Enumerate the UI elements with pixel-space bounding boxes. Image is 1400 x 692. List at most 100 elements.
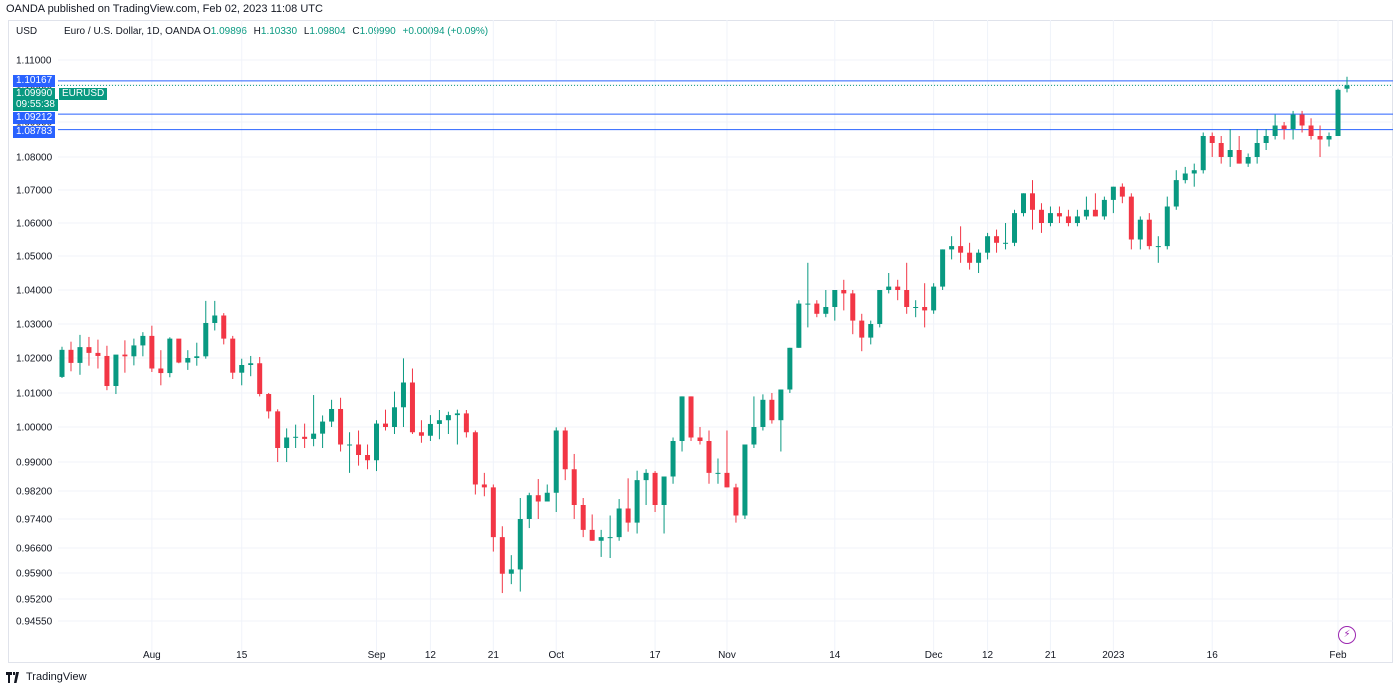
candle-body bbox=[185, 358, 191, 363]
candle-body bbox=[302, 436, 308, 439]
candle-body bbox=[553, 430, 559, 493]
x-tick-label: 15 bbox=[236, 650, 248, 661]
candle-body bbox=[1200, 136, 1206, 171]
candle-body bbox=[445, 415, 451, 421]
candle-body bbox=[1272, 125, 1278, 136]
low-value: 1.09804 bbox=[309, 26, 346, 37]
candle-body bbox=[436, 420, 442, 424]
candle-body bbox=[1191, 170, 1197, 174]
y-tick-label: 1.03000 bbox=[16, 320, 53, 331]
candle-body bbox=[1326, 136, 1332, 140]
candle-body bbox=[320, 421, 326, 434]
candle-body bbox=[374, 423, 380, 461]
y-tick-label: 1.01000 bbox=[16, 389, 53, 400]
y-tick-label: 1.02000 bbox=[16, 354, 53, 365]
candle-body bbox=[1209, 136, 1215, 143]
symbol-tag: EURUSD bbox=[59, 88, 108, 100]
candle-body bbox=[1065, 216, 1071, 223]
candle-body bbox=[131, 345, 137, 357]
candle-body bbox=[266, 394, 272, 412]
candle-body bbox=[221, 315, 227, 339]
brand-name[interactable]: TradingView bbox=[26, 671, 87, 683]
candle-body bbox=[787, 347, 793, 390]
tradingview-logo-icon bbox=[6, 671, 19, 683]
candle-body bbox=[652, 472, 658, 505]
candle-body bbox=[176, 338, 182, 363]
y-tick-label: 0.97400 bbox=[16, 515, 53, 526]
candle-body bbox=[257, 363, 263, 395]
candle-body bbox=[239, 365, 245, 373]
ohlc-legend: Euro / U.S. Dollar, 1D, OANDA O1.09896 H… bbox=[64, 26, 492, 37]
x-tick-label: 17 bbox=[650, 650, 662, 661]
candle-body bbox=[472, 432, 478, 485]
candle-body bbox=[149, 335, 155, 369]
y-tick-label: 1.11000 bbox=[16, 56, 52, 67]
candle-body bbox=[481, 484, 487, 488]
candle-body bbox=[248, 363, 254, 365]
candle-body bbox=[814, 303, 820, 314]
candle-body bbox=[697, 437, 703, 441]
candle-body bbox=[562, 430, 568, 470]
candle-body bbox=[1344, 85, 1350, 89]
candle-body bbox=[418, 432, 424, 436]
candle-body bbox=[77, 347, 83, 363]
candle-body bbox=[311, 433, 317, 439]
candle-body bbox=[1227, 150, 1233, 157]
candle-body bbox=[1317, 136, 1323, 140]
lightning-icon[interactable]: ⚡ bbox=[1338, 626, 1356, 644]
candle-body bbox=[400, 382, 406, 408]
candle-body bbox=[661, 476, 667, 505]
candle-body bbox=[1236, 150, 1242, 164]
candle-body bbox=[1173, 180, 1179, 207]
low-key: L bbox=[303, 26, 310, 37]
change-value: +0.00094 (+0.09%) bbox=[402, 26, 489, 37]
open-value: 1.09896 bbox=[210, 26, 247, 37]
candle-body bbox=[1021, 193, 1027, 214]
candle-body bbox=[275, 411, 281, 448]
candle-body bbox=[688, 396, 694, 438]
candle-body bbox=[1047, 213, 1053, 223]
y-tick-label: 0.98200 bbox=[16, 487, 53, 498]
level-tag-1[interactable]: 1.10167 bbox=[13, 75, 56, 87]
candle-body bbox=[454, 413, 460, 416]
candle-body bbox=[1074, 216, 1080, 223]
candle-body bbox=[598, 537, 604, 541]
candle-body bbox=[203, 322, 209, 357]
candle-body bbox=[949, 246, 955, 250]
current-price-tag: 1.09990 bbox=[13, 88, 56, 100]
level-tag-3[interactable]: 1.08783 bbox=[13, 126, 56, 138]
candle-body bbox=[113, 354, 119, 386]
y-tick-label: 1.06000 bbox=[16, 219, 53, 230]
candle-body bbox=[1029, 193, 1035, 210]
candle-body bbox=[1335, 89, 1341, 136]
x-tick-label: Aug bbox=[143, 650, 161, 661]
candle-body bbox=[463, 413, 469, 433]
candle-body bbox=[194, 356, 200, 358]
y-tick-label: 1.00000 bbox=[16, 423, 53, 434]
open-key: O bbox=[202, 26, 211, 37]
candle-body bbox=[994, 236, 1000, 243]
candle-body bbox=[1254, 143, 1260, 157]
candle-body bbox=[796, 303, 802, 348]
candle-body bbox=[571, 469, 577, 505]
x-tick-label: 2023 bbox=[1102, 650, 1125, 661]
candle-body bbox=[724, 472, 730, 488]
candle-body bbox=[841, 290, 847, 294]
close-key: C bbox=[352, 26, 360, 37]
x-tick-label: Oct bbox=[548, 650, 564, 661]
level-tag-2[interactable]: 1.09212 bbox=[13, 112, 56, 124]
y-tick-label: 1.07000 bbox=[16, 186, 53, 197]
candle-body bbox=[1308, 125, 1314, 136]
candle-body bbox=[409, 382, 415, 433]
candle-body bbox=[427, 423, 433, 436]
candle-body bbox=[59, 349, 65, 377]
candle-body bbox=[832, 290, 838, 307]
candle-body bbox=[634, 480, 640, 523]
candle-body bbox=[1182, 173, 1188, 181]
candle-body bbox=[490, 487, 496, 538]
candle-body bbox=[86, 347, 92, 353]
y-tick-label: 0.99000 bbox=[16, 458, 53, 469]
candle-body bbox=[922, 307, 928, 311]
x-tick-label: 12 bbox=[425, 650, 437, 661]
